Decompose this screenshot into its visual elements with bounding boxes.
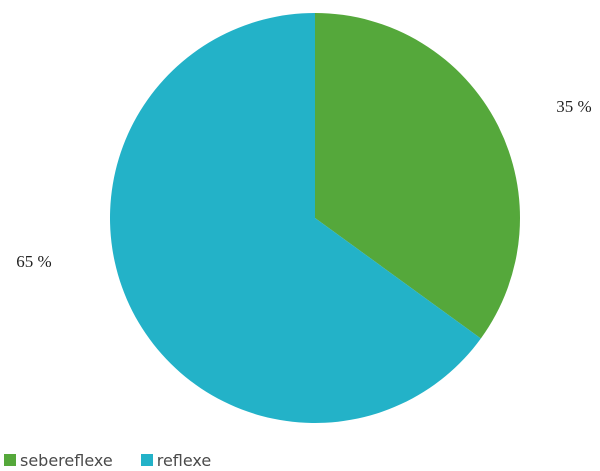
legend: sebereflexe reflexe — [4, 450, 239, 470]
data-label-reflexe: 65 % — [16, 252, 51, 271]
legend-label-sebereflexe: sebereflexe — [20, 450, 113, 470]
legend-label-reflexe: reflexe — [156, 450, 212, 470]
legend-item-sebereflexe: sebereflexe — [4, 451, 113, 470]
pie-slices — [109, 13, 520, 423]
data-label-sebereflexe: 35 % — [556, 97, 591, 116]
legend-swatch-sebereflexe — [4, 454, 16, 466]
pie-data-labels: 35 % 65 % — [16, 97, 591, 271]
pie-slice-reflexe — [109, 13, 481, 423]
legend-swatch-reflexe — [140, 454, 153, 466]
pie-slice-sebereflexe — [315, 13, 520, 339]
legend-item-reflexe: reflexe — [140, 450, 212, 470]
